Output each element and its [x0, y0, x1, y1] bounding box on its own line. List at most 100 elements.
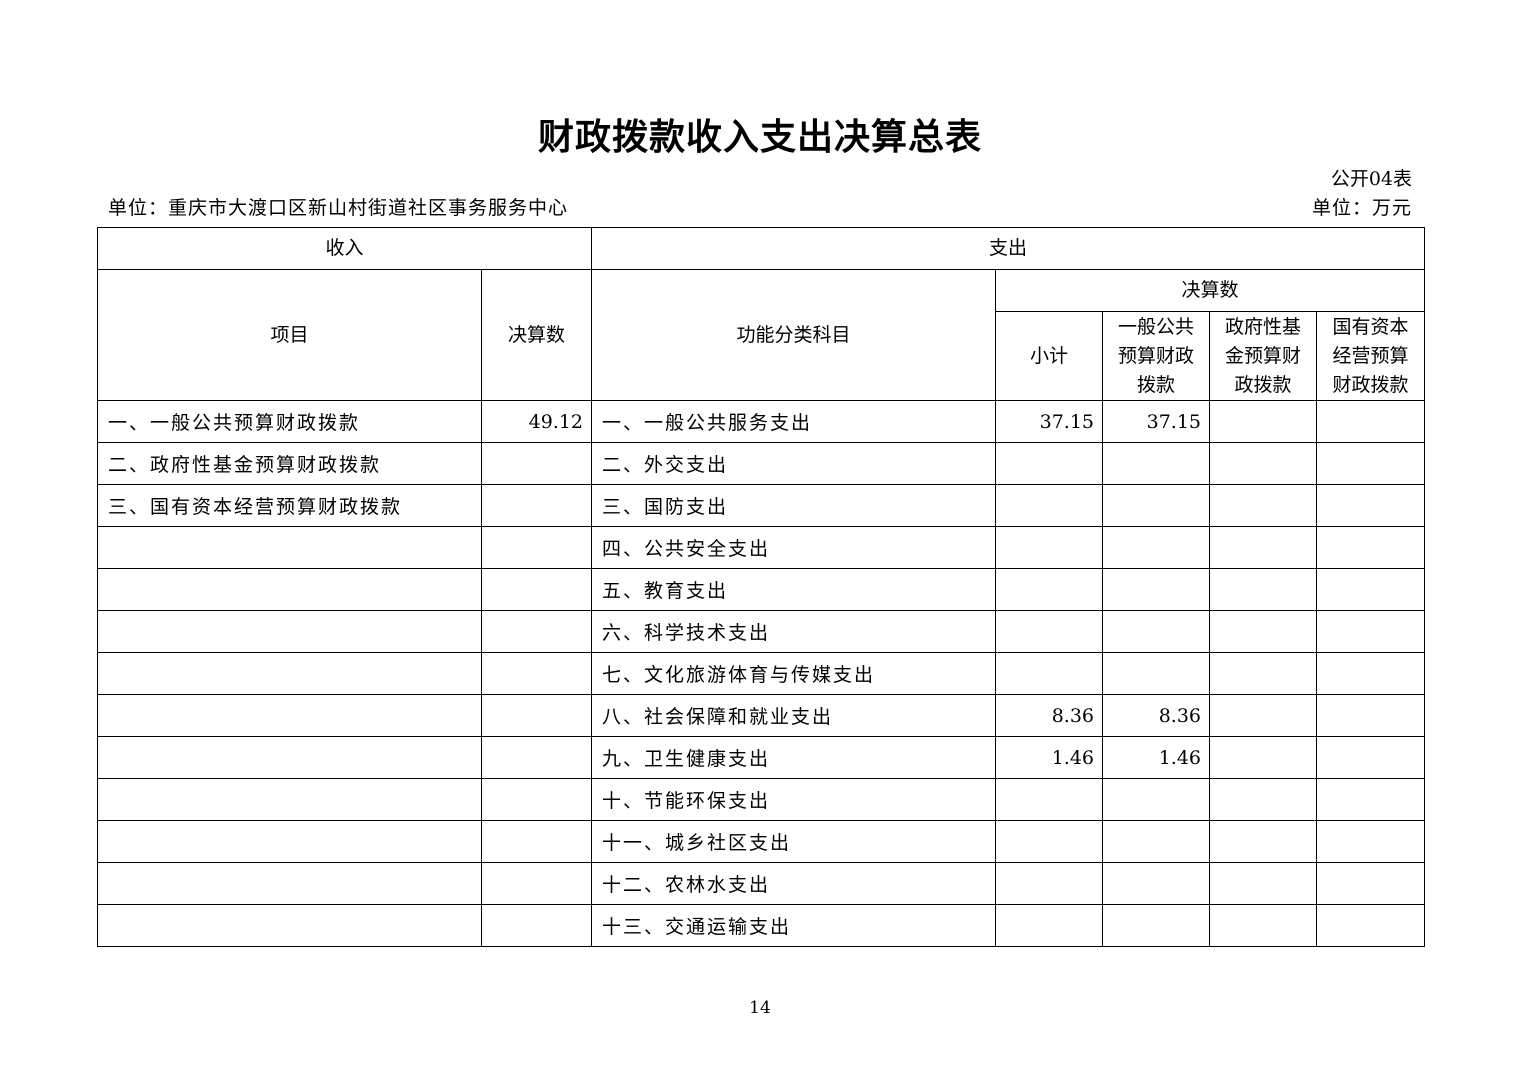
cell-gov-fund — [1209, 442, 1318, 485]
header-state-capital: 国有资本经营预算财政拨款 — [1316, 311, 1426, 401]
cell-income-amount — [480, 904, 593, 947]
cell-income-amount — [480, 610, 593, 653]
cell-gov-fund — [1209, 568, 1318, 611]
cell-gov-fund — [1209, 694, 1318, 737]
header-expense-amount: 决算数 — [995, 269, 1426, 312]
header-general-budget: 一般公共预算财政拨款 — [1102, 311, 1211, 401]
table-row: 七、文化旅游体育与传媒支出 — [97, 652, 1426, 695]
header-item: 项目 — [97, 269, 482, 401]
cell-income-amount: 49.12 — [480, 400, 593, 443]
cell-state-capital — [1316, 526, 1426, 569]
cell-state-capital — [1316, 484, 1426, 527]
cell-income-item — [97, 820, 482, 863]
cell-income-amount — [480, 526, 593, 569]
cell-income-amount — [480, 820, 593, 863]
cell-state-capital — [1316, 400, 1426, 443]
page-title: 财政拨款收入支出决算总表 — [537, 117, 982, 158]
cell-general-budget — [1102, 652, 1211, 695]
cell-gov-fund — [1209, 736, 1318, 779]
cell-income-amount — [480, 484, 593, 527]
cell-gov-fund — [1209, 904, 1318, 947]
table-row: 三、国有资本经营预算财政拨款 三、国防支出 — [97, 484, 1426, 527]
cell-income-item — [97, 904, 482, 947]
cell-income-amount — [480, 736, 593, 779]
currency-unit: 单位：万元 — [1311, 197, 1412, 219]
cell-subtotal — [995, 904, 1104, 947]
cell-subtotal — [995, 442, 1104, 485]
cell-gov-fund — [1209, 526, 1318, 569]
cell-income-amount — [480, 652, 593, 695]
cell-subtotal — [995, 820, 1104, 863]
cell-subtotal: 37.15 — [995, 400, 1104, 443]
table-row: 十一、城乡社区支出 — [97, 820, 1426, 863]
cell-state-capital — [1316, 568, 1426, 611]
header-expense: 支出 — [591, 227, 1426, 270]
cell-subtotal: 8.36 — [995, 694, 1104, 737]
cell-gov-fund — [1209, 400, 1318, 443]
cell-gov-fund — [1209, 652, 1318, 695]
cell-state-capital — [1316, 694, 1426, 737]
cell-general-budget — [1102, 904, 1211, 947]
cell-state-capital — [1316, 778, 1426, 821]
cell-expense-item: 三、国防支出 — [591, 484, 997, 527]
header-subtotal: 小计 — [995, 311, 1104, 401]
header-income-amount: 决算数 — [480, 269, 593, 401]
cell-expense-item: 五、教育支出 — [591, 568, 997, 611]
cell-subtotal — [995, 568, 1104, 611]
table-code: 公开04表 — [1330, 168, 1412, 190]
cell-income-item: 三、国有资本经营预算财政拨款 — [97, 484, 482, 527]
cell-state-capital — [1316, 820, 1426, 863]
cell-expense-item: 八、社会保障和就业支出 — [591, 694, 997, 737]
cell-income-item: 一、一般公共预算财政拨款 — [97, 400, 482, 443]
cell-expense-item: 二、外交支出 — [591, 442, 997, 485]
cell-state-capital — [1316, 652, 1426, 695]
header-function-category: 功能分类科目 — [591, 269, 997, 401]
cell-general-budget — [1102, 526, 1211, 569]
cell-income-item — [97, 526, 482, 569]
cell-income-amount — [480, 778, 593, 821]
cell-general-budget: 8.36 — [1102, 694, 1211, 737]
cell-income-amount — [480, 568, 593, 611]
cell-expense-item: 十三、交通运输支出 — [591, 904, 997, 947]
cell-gov-fund — [1209, 862, 1318, 905]
table-row: 五、教育支出 — [97, 568, 1426, 611]
cell-subtotal — [995, 526, 1104, 569]
page-number: 14 — [749, 998, 771, 1018]
cell-state-capital — [1316, 904, 1426, 947]
cell-subtotal — [995, 652, 1104, 695]
cell-gov-fund — [1209, 820, 1318, 863]
table-row: 十二、农林水支出 — [97, 862, 1426, 905]
cell-income-amount — [480, 694, 593, 737]
cell-income-item: 二、政府性基金预算财政拨款 — [97, 442, 482, 485]
cell-subtotal — [995, 610, 1104, 653]
table-row: 十、节能环保支出 — [97, 778, 1426, 821]
cell-subtotal: 1.46 — [995, 736, 1104, 779]
header-income: 收入 — [96, 227, 593, 270]
budget-table: 收入 支出 项目 决算数 功能分类科目 决算数 小计 一般公共预算财政拨款 政府… — [96, 227, 1426, 947]
cell-state-capital — [1316, 442, 1426, 485]
table-row: 九、卫生健康支出 1.46 1.46 — [97, 736, 1426, 779]
cell-expense-item: 十一、城乡社区支出 — [591, 820, 997, 863]
cell-expense-item: 七、文化旅游体育与传媒支出 — [591, 652, 997, 695]
cell-expense-item: 四、公共安全支出 — [591, 526, 997, 569]
cell-income-item — [97, 736, 482, 779]
cell-state-capital — [1316, 862, 1426, 905]
cell-income-amount — [480, 442, 593, 485]
cell-subtotal — [995, 862, 1104, 905]
cell-gov-fund — [1209, 610, 1318, 653]
table-row: 四、公共安全支出 — [97, 526, 1426, 569]
cell-income-item — [97, 610, 482, 653]
cell-general-budget — [1102, 862, 1211, 905]
cell-general-budget — [1102, 778, 1211, 821]
cell-expense-item: 一、一般公共服务支出 — [591, 400, 997, 443]
header-gov-fund: 政府性基金预算财政拨款 — [1209, 311, 1318, 401]
table-row: 一、一般公共预算财政拨款 49.12 一、一般公共服务支出 37.15 37.15 — [97, 400, 1426, 443]
cell-state-capital — [1316, 736, 1426, 779]
cell-general-budget — [1102, 484, 1211, 527]
cell-expense-item: 十二、农林水支出 — [591, 862, 997, 905]
cell-income-item — [97, 652, 482, 695]
table-row: 十三、交通运输支出 — [97, 904, 1426, 947]
cell-subtotal — [995, 484, 1104, 527]
cell-expense-item: 十、节能环保支出 — [591, 778, 997, 821]
cell-general-budget — [1102, 610, 1211, 653]
